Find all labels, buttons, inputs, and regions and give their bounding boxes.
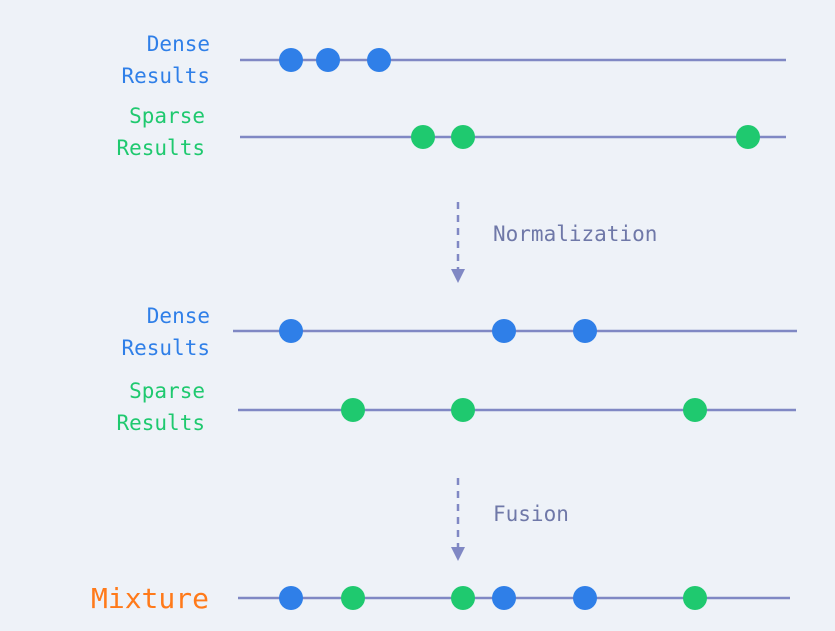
- results-label-word: Results: [116, 136, 205, 160]
- mixture-point-dense: [279, 586, 303, 610]
- sparse-results-label-normalized: Sparse Results: [116, 375, 205, 439]
- dense-results-label-normalized: Dense Results: [121, 300, 210, 364]
- dense-point-raw: [367, 48, 391, 72]
- mixture-label: Mixture: [90, 582, 209, 615]
- sparse-point-normalized: [341, 398, 365, 422]
- mixture-point-dense: [492, 586, 516, 610]
- sparse-point-normalized: [451, 398, 475, 422]
- results-label-word: Results: [121, 64, 210, 88]
- dense-point-normalized: [279, 319, 303, 343]
- normalization-arrow-head: [451, 269, 465, 283]
- mixture-point-dense: [573, 586, 597, 610]
- mixture-point-sparse: [341, 586, 365, 610]
- dense-label-word: Dense: [146, 32, 210, 56]
- fusion-step-label: Fusion: [493, 502, 569, 526]
- sparse-label-word: Sparse: [129, 379, 205, 403]
- dense-results-label-raw: Dense Results: [121, 28, 210, 92]
- sparse-results-label-raw: Sparse Results: [116, 100, 205, 164]
- results-label-word: Results: [121, 336, 210, 360]
- dense-label-word: Dense: [146, 304, 210, 328]
- sparse-point-raw: [411, 125, 435, 149]
- dense-point-normalized: [492, 319, 516, 343]
- dense-point-raw: [279, 48, 303, 72]
- dense-point-raw: [316, 48, 340, 72]
- sparse-point-raw: [451, 125, 475, 149]
- sparse-point-raw: [736, 125, 760, 149]
- sparse-label-word: Sparse: [129, 104, 205, 128]
- mixture-point-sparse: [451, 586, 475, 610]
- sparse-point-normalized: [683, 398, 707, 422]
- normalization-step-label: Normalization: [493, 222, 658, 246]
- fusion-arrow-head: [451, 547, 465, 561]
- results-label-word: Results: [116, 411, 205, 435]
- dense-point-normalized: [573, 319, 597, 343]
- mixture-point-sparse: [683, 586, 707, 610]
